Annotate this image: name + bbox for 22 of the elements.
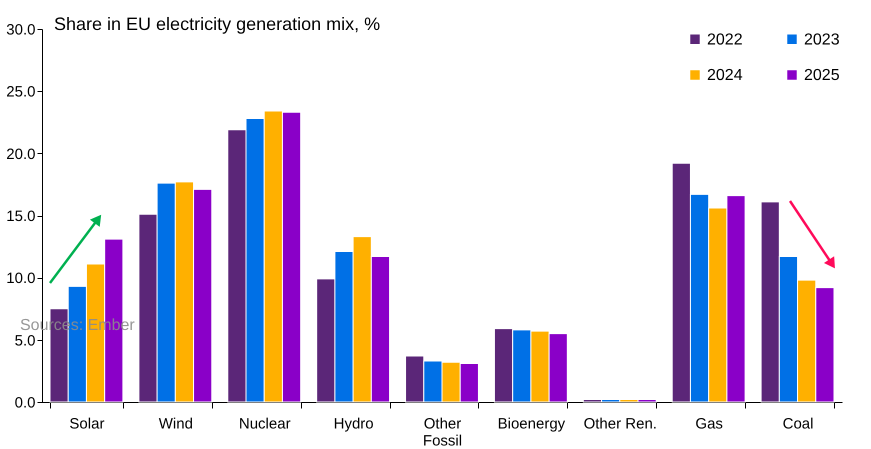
x-tick-label: Gas [695,416,723,432]
x-tick-label: Coal [782,416,814,432]
y-tick-label: 0.0 [14,394,36,412]
y-tick-label: 15.0 [6,208,36,225]
chart-title: Share in EU electricity generation mix, % [54,14,380,34]
x-tick-label: Hydro [334,416,374,432]
legend-label: 2022 [707,31,743,48]
y-tick-label: 5.0 [14,332,36,350]
y-tick-label: 20.0 [6,146,36,163]
y-tick-label: 25.0 [6,84,36,101]
x-tick-label: Nuclear [238,416,291,432]
legend-label: 2025 [804,67,840,84]
x-tick-label: Solar [69,416,104,432]
x-tick-label: Wind [158,416,193,432]
legend-label: 2023 [804,31,840,48]
x-tick-label: Other Fossil [422,416,462,449]
annotation: Sources: Ember [20,317,136,334]
x-tick-label: Other Ren. [584,416,657,432]
x-tick-label: Bioenergy [498,416,566,432]
legend-label: 2024 [707,67,743,84]
y-tick-label: 10.0 [6,270,36,288]
y-tick-label: 30.0 [6,22,36,38]
